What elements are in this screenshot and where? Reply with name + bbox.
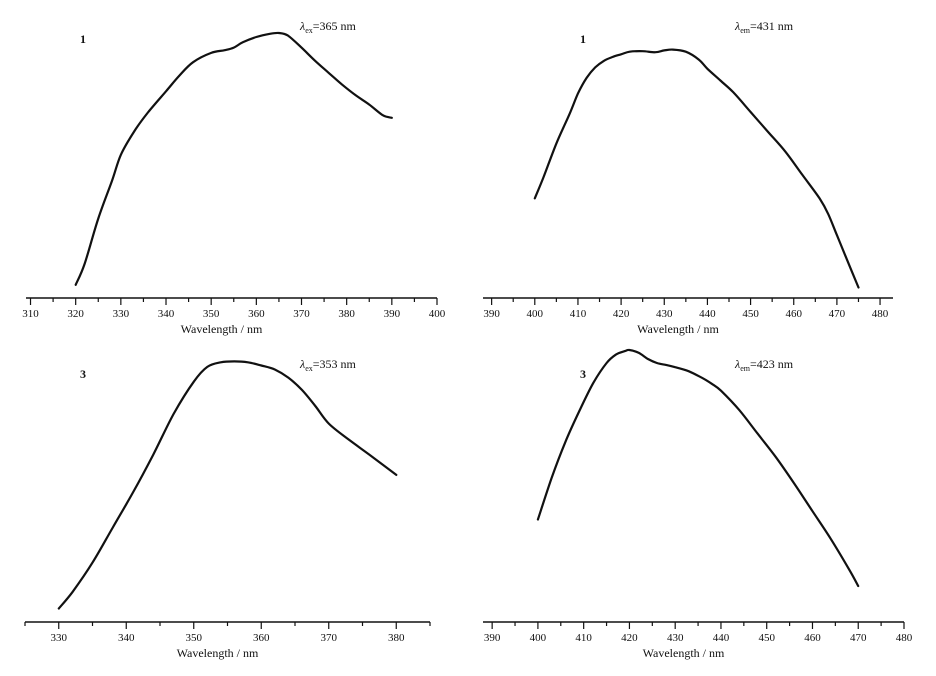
- x-tick-label: 400: [429, 308, 446, 320]
- x-tick-label: 430: [667, 632, 684, 644]
- x-tick-label: 310: [22, 308, 39, 320]
- chart-panel-3: 330 340 350 360 370 380 Wavelength / nm 3 λex=35…: [24, 357, 431, 660]
- lambda-symbol: λ: [734, 19, 740, 33]
- x-tick-label: 480: [872, 308, 889, 320]
- x-tick-label: 360: [253, 632, 270, 644]
- panel-label: 3: [80, 367, 86, 381]
- x-tick-label: 360: [248, 308, 265, 320]
- x-tick-label: 370: [293, 308, 310, 320]
- chart-panel-1: 310 320 330 340 350 360 370 380 390 400 Wavelength…: [22, 19, 445, 336]
- x-tick-label: 320: [67, 308, 84, 320]
- x-tick-label: 380: [388, 632, 405, 644]
- x-tick-label: 340: [158, 308, 175, 320]
- x-tick-label: 350: [203, 308, 220, 320]
- spectrum-curve: [57, 360, 398, 610]
- x-tick-label: 450: [758, 632, 775, 644]
- x-tick-label: 410: [570, 308, 587, 320]
- annotation-value: =353 nm: [313, 357, 357, 371]
- wavelength-annotation: λex=353 nm: [299, 357, 357, 373]
- x-tick-label: 380: [338, 308, 355, 320]
- x-axis-label: Wavelength / nm: [177, 646, 259, 660]
- wavelength-annotation: λem=431 nm: [734, 19, 794, 35]
- annotation-value: =365 nm: [313, 19, 357, 33]
- x-tick-label: 470: [829, 308, 846, 320]
- lambda-symbol: λ: [299, 19, 305, 33]
- x-tick-label: 420: [621, 632, 638, 644]
- spectrum-curve: [536, 348, 860, 588]
- x-tick-label: 340: [118, 632, 135, 644]
- x-tick-label: 480: [896, 632, 913, 644]
- x-tick-label: 420: [613, 308, 630, 320]
- x-axis-label: Wavelength / nm: [181, 322, 263, 336]
- x-tick-label: 330: [51, 632, 68, 644]
- x-tick-label: 440: [699, 308, 716, 320]
- chart-panel-4: 390 400 410 420 430 440 450 460 470 480 Wavelength…: [483, 348, 913, 660]
- x-tick-label: 370: [321, 632, 338, 644]
- annotation-value: =431 nm: [750, 19, 794, 33]
- lambda-symbol: λ: [299, 357, 305, 371]
- spectrum-curve: [74, 31, 393, 286]
- x-tick-label: 470: [850, 632, 867, 644]
- panel-label: 1: [80, 32, 86, 46]
- x-axis-label: Wavelength / nm: [643, 646, 725, 660]
- panel-label: 3: [580, 367, 586, 381]
- x-tick-label: 460: [804, 632, 821, 644]
- annotation-subscript: ex: [305, 364, 313, 373]
- x-tick-label: 390: [484, 632, 501, 644]
- annotation-subscript: em: [740, 26, 751, 35]
- x-tick-label: 430: [656, 308, 673, 320]
- x-tick-label: 450: [742, 308, 759, 320]
- x-tick-label: 350: [186, 632, 203, 644]
- x-tick-label: 440: [713, 632, 730, 644]
- lambda-symbol: λ: [734, 357, 740, 371]
- x-tick-label: 410: [575, 632, 592, 644]
- spectrum-curve: [533, 48, 860, 289]
- wavelength-annotation: λex=365 nm: [299, 19, 357, 35]
- annotation-value: =423 nm: [750, 357, 794, 371]
- x-tick-label: 400: [527, 308, 544, 320]
- x-axis-label: Wavelength / nm: [637, 322, 719, 336]
- x-tick-label: 390: [384, 308, 401, 320]
- x-tick-label: 390: [483, 308, 500, 320]
- panel-label: 1: [580, 32, 586, 46]
- x-tick-label: 460: [785, 308, 802, 320]
- annotation-subscript: em: [740, 364, 751, 373]
- wavelength-annotation: λem=423 nm: [734, 357, 794, 373]
- annotation-subscript: ex: [305, 26, 313, 35]
- x-tick-label: 330: [113, 308, 130, 320]
- x-tick-label: 400: [530, 632, 547, 644]
- chart-panel-2: 390 400 410 420 430 440 450 460 470 480 Wavelength…: [483, 19, 893, 336]
